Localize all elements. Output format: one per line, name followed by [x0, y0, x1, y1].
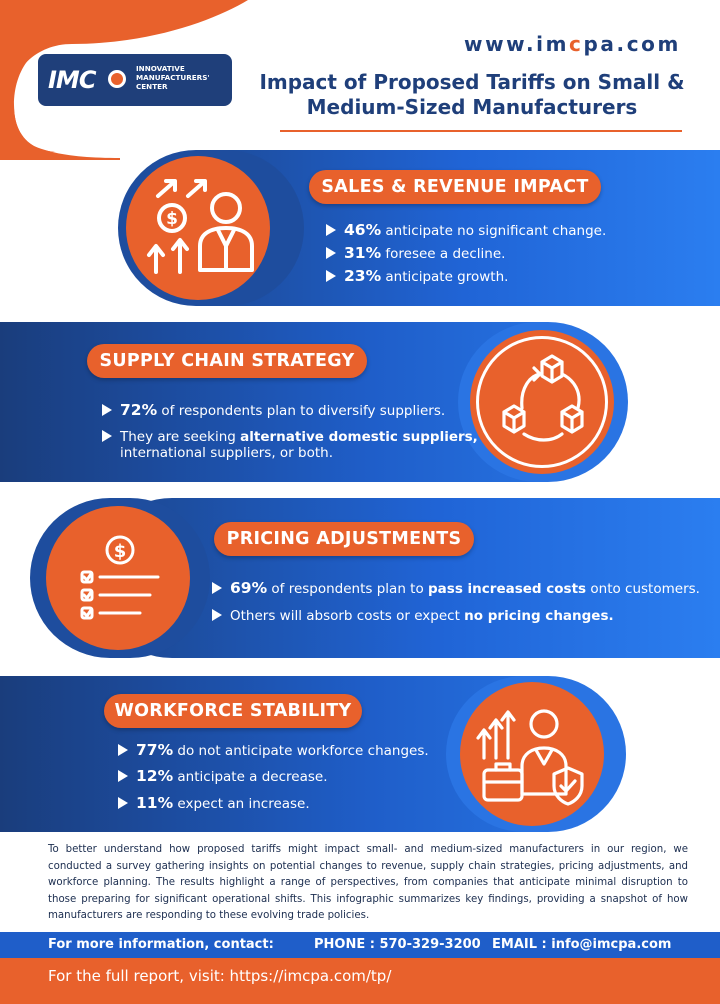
pricing-item-1: 69% of respondents plan to pass increase… — [212, 580, 700, 598]
pricing-item-2: Others will absorb costs or expect no pr… — [212, 608, 614, 625]
sales-heading: SALES & REVENUE IMPACT — [309, 170, 601, 204]
sales-text-1: anticipate no significant change. — [381, 223, 607, 239]
contact-label: For more information, contact: — [48, 937, 274, 952]
supply-text-2b: alternative domestic suppliers, — [240, 429, 478, 445]
supply-heading: SUPPLY CHAIN STRATEGY — [87, 344, 367, 378]
report-bar: For the full report, visit: https://imcp… — [0, 958, 720, 1004]
sales-text-2: foresee a decline. — [381, 246, 506, 262]
pricing-text-2b: no pricing changes. — [464, 608, 614, 624]
workforce-pct-3: 11% — [136, 794, 174, 812]
website-suffix: pa.com — [583, 32, 681, 56]
pricing-heading: PRICING ADJUSTMENTS — [214, 522, 474, 556]
workforce-pct-1: 77% — [136, 741, 174, 759]
supply-item-2-cont: international suppliers, or both. — [120, 445, 333, 461]
pricing-text-1a: of respondents plan to — [267, 581, 429, 597]
supply-circle-ring — [476, 336, 608, 468]
contact-email[interactable]: EMAIL : info@imcpa.com — [492, 937, 672, 952]
workforce-text-2: anticipate a decrease. — [173, 769, 328, 785]
svg-text:$: $ — [114, 541, 127, 562]
sales-item-1: 46% anticipate no significant change. — [326, 222, 606, 240]
logo-line-1: INNOVATIVE — [136, 64, 185, 73]
header-decoration — [0, 0, 248, 160]
contact-phone[interactable]: PHONE : 570-329-3200 — [314, 937, 481, 952]
logo-line-3: CENTER — [136, 82, 168, 91]
report-link[interactable]: For the full report, visit: https://imcp… — [48, 967, 392, 985]
sales-item-2: 31% foresee a decline. — [326, 245, 505, 263]
title-divider — [280, 130, 682, 132]
website-prefix: www.im — [464, 32, 570, 56]
website-link[interactable]: www.imcpa.com — [464, 32, 681, 56]
svg-text:$: $ — [166, 209, 178, 229]
sales-text-3: anticipate growth. — [381, 269, 509, 285]
supply-item-1: 72% of respondents plan to diversify sup… — [102, 402, 445, 420]
title-line-1: Impact of Proposed Tariffs on Small & — [259, 70, 685, 94]
worker-shield-icon — [476, 709, 584, 806]
pricing-text-1c: onto customers. — [586, 581, 700, 597]
sales-pct-1: 46% — [344, 221, 382, 239]
title-line-2: Medium-Sized Manufacturers — [306, 95, 638, 119]
supply-item-2: They are seeking alternative domestic su… — [102, 429, 478, 446]
workforce-pct-2: 12% — [136, 767, 174, 785]
logo-full-name: INNOVATIVE MANUFACTURERS' CENTER — [136, 64, 232, 91]
logo-dot-icon — [108, 70, 126, 88]
logo-wordmark: IMC — [48, 66, 96, 94]
supply-text-2a: They are seeking — [120, 429, 241, 445]
contact-bar: For more information, contact: PHONE : 5… — [0, 932, 720, 958]
workforce-text-1: do not anticipate workforce changes. — [173, 743, 429, 759]
logo-line-2: MANUFACTURERS' — [136, 73, 210, 82]
workforce-text-3: expect an increase. — [173, 796, 310, 812]
page-title: Impact of Proposed Tariffs on Small & Me… — [252, 70, 692, 120]
price-checklist-icon: $ — [80, 535, 160, 620]
sales-pct-3: 23% — [344, 267, 382, 285]
workforce-item-1: 77% do not anticipate workforce changes. — [118, 742, 429, 760]
sales-pct-2: 31% — [344, 244, 382, 262]
workforce-heading: WORKFORCE STABILITY — [104, 694, 362, 728]
supply-pct-1: 72% — [120, 401, 158, 419]
imc-logo — [36, 52, 234, 108]
pricing-text-1b: pass increased costs — [428, 581, 587, 597]
pricing-text-2a: Others will absorb costs or expect — [230, 608, 465, 624]
summary-paragraph: To better understand how proposed tariff… — [48, 844, 688, 922]
workforce-item-3: 11% expect an increase. — [118, 795, 310, 813]
supply-cycle-icon — [502, 354, 584, 442]
sales-item-3: 23% anticipate growth. — [326, 268, 508, 286]
pricing-pct-1: 69% — [230, 579, 268, 597]
growth-person-icon: $ — [147, 179, 254, 274]
supply-text-1: of respondents plan to diversify supplie… — [157, 403, 446, 419]
website-accent: c — [569, 32, 584, 56]
workforce-item-2: 12% anticipate a decrease. — [118, 768, 328, 786]
